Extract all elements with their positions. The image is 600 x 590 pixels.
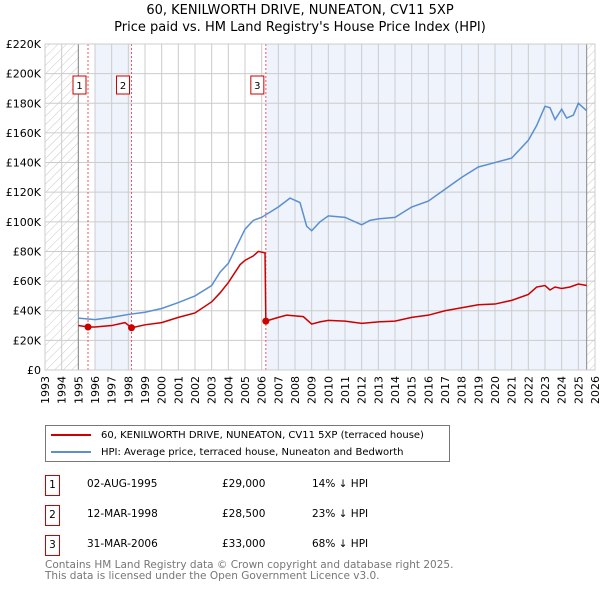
x-tick-label: 2009 [306,376,319,404]
x-tick-label: 2003 [206,376,219,404]
transaction-date: 12-MAR-1998 [87,508,158,520]
transaction-marker: 2 [45,505,60,526]
price-chart: 1993 1994 1995 1996 1997 1998 1999 2000 2001 2002… [6,38,600,404]
x-tick-label: 2025 [572,376,585,404]
sale-marker-box [116,75,130,95]
transaction-price: £28,500 [222,508,266,520]
legend-item-hpi: HPI: Average price, terraced house, Nune… [51,444,404,460]
footer-licence: This data is licensed under the Open Gov… [45,570,380,582]
y-tick-label: £120K [6,186,42,199]
x-tick-label: 2019 [472,376,485,404]
x-tick-label: 1995 [72,376,85,404]
y-tick-label: £80K [13,245,42,258]
sale-marker-box [72,75,87,95]
legend-swatch-price [51,434,91,436]
x-tick-label: 2011 [339,376,352,404]
x-tick-label: 2006 [256,376,269,404]
transaction-marker: 1 [45,475,60,496]
hpi-line [78,102,588,321]
x-tick-label: 2016 [422,376,435,404]
transaction-hpi-diff: 23% ↓ HPI [312,508,369,520]
x-tick-label: 2018 [456,376,469,404]
x-tick-label: 1998 [122,376,135,404]
transaction-price: £29,000 [222,478,266,490]
legend-label-price: 60, KENILWORTH DRIVE, NUNEATON, CV11 5XP… [101,429,424,441]
x-tick-label: 2022 [522,376,535,404]
x-tick-label: 2023 [539,376,552,404]
x-tick-label: 2026 [589,376,600,404]
price-paid-line [78,250,587,329]
legend-item-price: 60, KENILWORTH DRIVE, NUNEATON, CV11 5XP… [51,427,424,443]
sale-marker-label: 2 [120,81,126,92]
footer-copyright: Contains HM Land Registry data © Crown c… [45,559,454,571]
sale-point [84,323,92,331]
x-tick-label: 2010 [322,376,335,404]
y-tick-label: £0 [27,364,41,377]
y-tick-label: £40K [13,305,42,318]
transaction-date: 31-MAR-2006 [87,538,158,550]
x-tick-label: 2017 [439,376,452,404]
x-tick-label: 2007 [272,376,285,404]
x-tick-label: 2005 [239,376,252,404]
sale-point [128,324,135,332]
sale-marker-label: 1 [76,81,82,92]
transaction-hpi-diff: 68% ↓ HPI [312,538,369,550]
y-tick-label: £140K [6,157,42,170]
x-tick-label: 2000 [156,376,169,404]
transaction-marker: 3 [45,535,60,556]
x-tick-label: 1999 [139,376,152,404]
x-tick-label: 2021 [506,376,519,404]
x-tick-label: 2002 [189,376,202,404]
shaded-band [265,44,587,370]
transaction-date: 02-AUG-1995 [87,478,158,490]
x-tick-label: 2020 [489,376,502,404]
x-tick-label: 2004 [222,376,235,404]
plot-frame [44,43,596,371]
x-tick-label: 1994 [56,376,69,404]
transaction-hpi-diff: 14% ↓ HPI [312,478,369,490]
x-tick-label: 2014 [389,376,402,404]
y-tick-label: £100K [6,216,42,229]
sale-point [262,317,270,325]
transaction-price: £33,000 [222,538,266,550]
y-tick-label: £200K [6,68,42,81]
x-tick-label: 2015 [406,376,419,404]
y-tick-label: £60K [13,275,42,288]
y-tick-label: £180K [6,97,42,110]
chart-title: 60, KENILWORTH DRIVE, NUNEATON, CV11 5XP [146,3,454,18]
legend-swatch-hpi [51,451,91,453]
x-tick-label: 1997 [106,376,119,404]
legend-label-hpi: HPI: Average price, terraced house, Nune… [101,446,404,458]
y-tick-label: £220K [6,38,42,51]
x-tick-label: 2013 [372,376,385,404]
chart-subtitle: Price paid vs. HM Land Registry's House … [114,20,486,35]
x-tick-label: 2024 [556,376,569,404]
x-tick-label: 1993 [39,376,52,404]
legend: 60, KENILWORTH DRIVE, NUNEATON, CV11 5XP… [45,425,450,462]
y-tick-label: £160K [6,127,42,140]
x-tick-label: 1996 [89,376,102,404]
x-tick-label: 2008 [289,376,302,404]
x-tick-label: 2012 [356,376,369,404]
sale-marker-box [250,75,265,95]
sale-marker-label: 3 [254,81,260,92]
y-tick-label: £20K [13,334,42,347]
hatched-region [586,44,595,370]
x-tick-label: 2001 [172,376,185,404]
